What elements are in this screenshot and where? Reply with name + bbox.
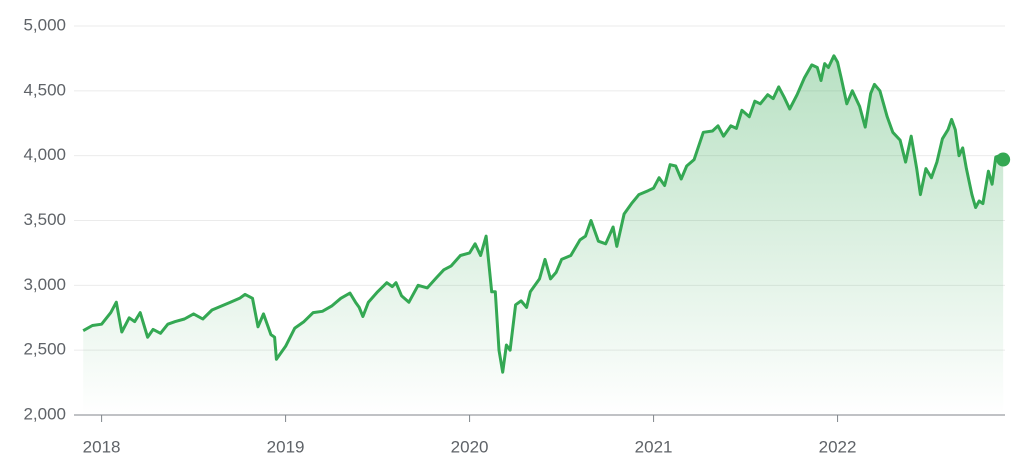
x-tick-label: 2021 <box>635 437 673 456</box>
y-tick-label: 3,500 <box>23 210 66 229</box>
x-tick-label: 2019 <box>267 437 305 456</box>
y-tick-label: 4,500 <box>23 80 66 99</box>
y-tick-label: 4,000 <box>23 145 66 164</box>
y-tick-label: 3,000 <box>23 275 66 294</box>
x-tick-label: 2022 <box>819 437 857 456</box>
end-dot <box>996 152 1011 167</box>
y-tick-label: 5,000 <box>23 15 66 34</box>
y-tick-label: 2,000 <box>23 404 66 423</box>
x-tick-label: 2018 <box>83 437 121 456</box>
x-tick-label: 2020 <box>451 437 489 456</box>
line <box>82 54 1005 374</box>
area-fill <box>83 55 1004 416</box>
y-tick-label: 2,500 <box>23 340 66 359</box>
